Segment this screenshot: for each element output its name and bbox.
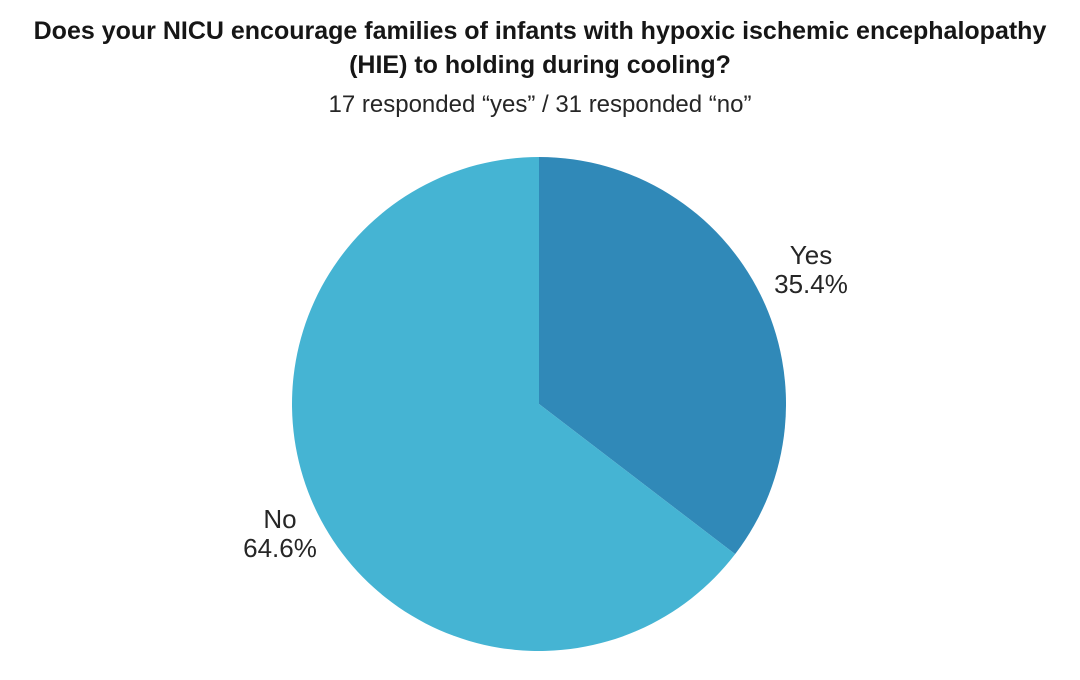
- pie-slice-no: [292, 157, 736, 651]
- chart-subtitle: 17 responded “yes” / 31 responded “no”: [328, 91, 752, 118]
- pie-label-yes: Yes 35.4%: [726, 241, 896, 299]
- pie-label-no-name: No: [263, 504, 297, 534]
- chart-title-line1: Does your NICU encourage families of inf…: [33, 17, 1047, 45]
- pie-slice-yes: [539, 157, 786, 555]
- chart-title-line2: (HIE) to holding during cooling?: [349, 51, 731, 79]
- pie-label-yes-percent: 35.4%: [774, 269, 848, 299]
- pie-chart: [292, 157, 786, 651]
- pie-label-yes-name: Yes: [789, 240, 833, 270]
- chart-title: Does your NICU encourage families of inf…: [0, 14, 1080, 82]
- pie-label-no: No 64.6%: [195, 505, 365, 563]
- pie-label-no-percent: 64.6%: [243, 533, 317, 563]
